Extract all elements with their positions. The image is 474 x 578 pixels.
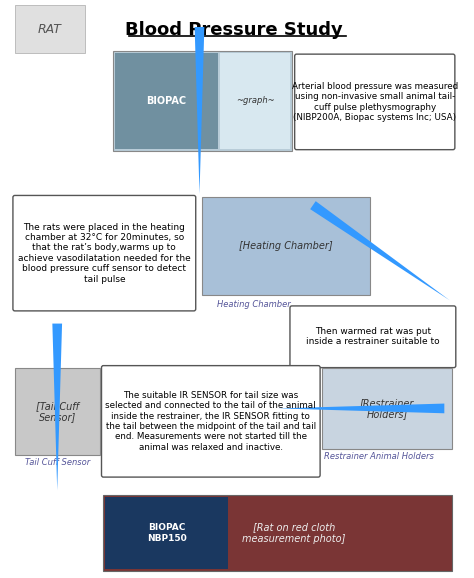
FancyBboxPatch shape (113, 51, 292, 151)
Text: RAT: RAT (38, 23, 62, 36)
Text: [Rat on red cloth
measurement photo]: [Rat on red cloth measurement photo] (242, 522, 346, 544)
FancyBboxPatch shape (13, 195, 196, 311)
FancyBboxPatch shape (115, 53, 219, 149)
Text: Heating Chamber: Heating Chamber (217, 300, 291, 309)
Text: BIOPAC: BIOPAC (146, 96, 187, 106)
Text: Blood Pressure Study: Blood Pressure Study (126, 21, 343, 39)
Text: ~graph~: ~graph~ (236, 97, 274, 105)
FancyBboxPatch shape (322, 368, 452, 449)
FancyBboxPatch shape (15, 368, 100, 455)
FancyBboxPatch shape (220, 53, 290, 149)
FancyBboxPatch shape (103, 495, 452, 570)
Text: Arterial blood pressure was measured
using non-invasive small animal tail-
cuff : Arterial blood pressure was measured usi… (292, 82, 458, 122)
FancyBboxPatch shape (15, 5, 85, 53)
Text: Then warmed rat was put
inside a restrainer suitable to: Then warmed rat was put inside a restrai… (306, 327, 440, 346)
Text: The suitable IR SENSOR for tail size was
selected and connected to the tail of t: The suitable IR SENSOR for tail size was… (106, 391, 316, 452)
FancyBboxPatch shape (295, 54, 455, 150)
FancyBboxPatch shape (290, 306, 456, 368)
Text: [Tail Cuff
Sensor]: [Tail Cuff Sensor] (36, 401, 79, 422)
FancyBboxPatch shape (105, 497, 228, 569)
Text: The rats were placed in the heating
chamber at 32°C for 20minutes, so
that the r: The rats were placed in the heating cham… (18, 223, 191, 284)
Text: [Heating Chamber]: [Heating Chamber] (239, 241, 333, 251)
Text: Restrainer Animal Holders: Restrainer Animal Holders (324, 452, 433, 461)
Text: [Restrainer
Holders]: [Restrainer Holders] (360, 398, 414, 419)
FancyBboxPatch shape (202, 198, 370, 295)
Text: BIOPAC
NBP150: BIOPAC NBP150 (146, 523, 186, 543)
Text: Tail Cuff Sensor: Tail Cuff Sensor (25, 458, 90, 467)
FancyBboxPatch shape (101, 366, 320, 477)
